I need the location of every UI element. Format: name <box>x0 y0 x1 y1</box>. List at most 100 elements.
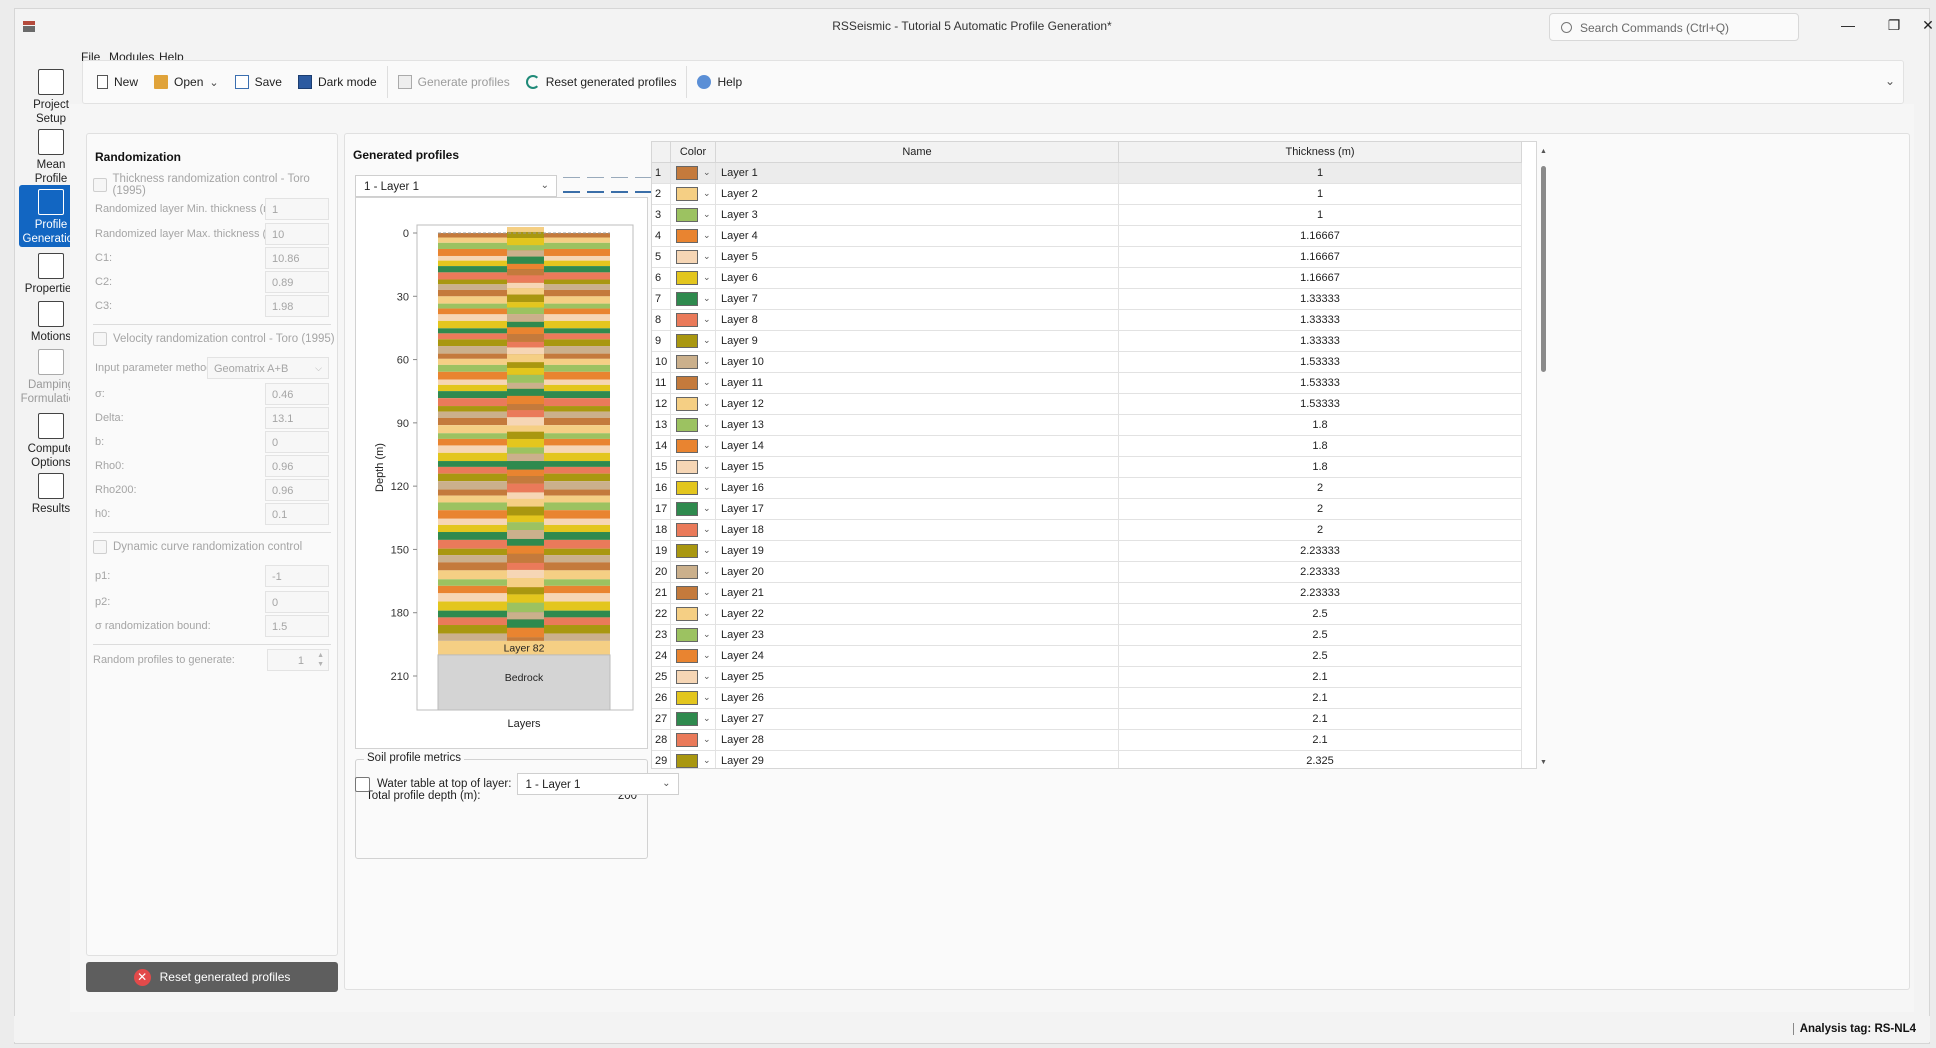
move-layer-icon[interactable] <box>587 177 604 193</box>
layer-name-cell[interactable]: Layer 14 <box>716 436 1119 457</box>
c2-input[interactable]: 0.89 <box>265 271 329 293</box>
layer-name-cell[interactable]: Layer 15 <box>716 457 1119 478</box>
layer-name-cell[interactable]: Layer 6 <box>716 268 1119 289</box>
p2-input[interactable]: 0 <box>265 591 329 613</box>
delete-layer-icon[interactable] <box>611 177 628 193</box>
reset-generated-profiles-panel-button[interactable]: ✕ Reset generated profiles <box>86 962 338 992</box>
header-thickness[interactable]: Thickness (m) <box>1119 142 1522 163</box>
profile-layer-select[interactable]: 1 - Layer 1 ⌄ <box>355 175 557 197</box>
color-cell[interactable]: ⌄ <box>671 709 716 730</box>
thickness-cell[interactable]: 1.8 <box>1119 436 1522 457</box>
color-cell[interactable]: ⌄ <box>671 667 716 688</box>
table-row[interactable]: 24 ⌄ Layer 24 2.5 <box>652 646 1522 667</box>
layer-name-cell[interactable]: Layer 8 <box>716 310 1119 331</box>
layer-name-cell[interactable]: Layer 23 <box>716 625 1119 646</box>
table-row[interactable]: 6 ⌄ Layer 6 1.16667 <box>652 268 1522 289</box>
thickness-cell[interactable]: 1.33333 <box>1119 310 1522 331</box>
table-row[interactable]: 11 ⌄ Layer 11 1.53333 <box>652 373 1522 394</box>
delta-input[interactable]: 13.1 <box>265 407 329 429</box>
layer-name-cell[interactable]: Layer 3 <box>716 205 1119 226</box>
thickness-cell[interactable]: 2.1 <box>1119 667 1522 688</box>
layer-name-cell[interactable]: Layer 29 <box>716 751 1119 768</box>
dark-mode-button[interactable]: Dark mode <box>290 66 385 98</box>
layer-name-cell[interactable]: Layer 2 <box>716 184 1119 205</box>
restore-button[interactable]: ❐ <box>1887 16 1901 33</box>
color-cell[interactable]: ⌄ <box>671 226 716 247</box>
color-cell[interactable]: ⌄ <box>671 520 716 541</box>
dynamic-curve-randomization-checkbox[interactable]: Dynamic curve randomization control <box>93 540 302 554</box>
color-cell[interactable]: ⌄ <box>671 604 716 625</box>
minimize-button[interactable]: — <box>1841 17 1855 33</box>
thickness-cell[interactable]: 1.16667 <box>1119 268 1522 289</box>
thickness-cell[interactable]: 2.1 <box>1119 730 1522 751</box>
stepper-down-icon[interactable]: ▼ <box>317 661 324 668</box>
nav-mean-profile[interactable]: Mean Profile <box>19 125 83 185</box>
table-row[interactable]: 13 ⌄ Layer 13 1.8 <box>652 415 1522 436</box>
layer-name-cell[interactable]: Layer 22 <box>716 604 1119 625</box>
layer-name-cell[interactable]: Layer 24 <box>716 646 1119 667</box>
layer-name-cell[interactable]: Layer 9 <box>716 331 1119 352</box>
max-thickness-input[interactable]: 10 <box>265 223 329 245</box>
open-button[interactable]: Open ⌄ <box>146 66 227 98</box>
thickness-cell[interactable]: 1.33333 <box>1119 289 1522 310</box>
table-row[interactable]: 5 ⌄ Layer 5 1.16667 <box>652 247 1522 268</box>
table-row[interactable]: 8 ⌄ Layer 8 1.33333 <box>652 310 1522 331</box>
table-row[interactable]: 25 ⌄ Layer 25 2.1 <box>652 667 1522 688</box>
thickness-cell[interactable]: 2.5 <box>1119 604 1522 625</box>
thickness-cell[interactable]: 1 <box>1119 205 1522 226</box>
table-row[interactable]: 9 ⌄ Layer 9 1.33333 <box>652 331 1522 352</box>
water-table-checkbox[interactable] <box>355 776 370 792</box>
table-row[interactable]: 15 ⌄ Layer 15 1.8 <box>652 457 1522 478</box>
layer-name-cell[interactable]: Layer 11 <box>716 373 1119 394</box>
close-window-button[interactable]: ✕ <box>1922 16 1934 33</box>
color-cell[interactable]: ⌄ <box>671 625 716 646</box>
thickness-cell[interactable]: 1.53333 <box>1119 352 1522 373</box>
input-method-select[interactable]: Geomatrix A+B ⌵ <box>207 357 329 379</box>
sigma-input[interactable]: 0.46 <box>265 383 329 405</box>
nav-motions[interactable]: Motions <box>19 297 83 343</box>
color-cell[interactable]: ⌄ <box>671 436 716 457</box>
water-table-layer-select[interactable]: 1 - Layer 1 ⌄ <box>517 773 680 795</box>
thickness-cell[interactable]: 2.1 <box>1119 688 1522 709</box>
thickness-cell[interactable]: 2.23333 <box>1119 562 1522 583</box>
color-cell[interactable]: ⌄ <box>671 184 716 205</box>
color-cell[interactable]: ⌄ <box>671 457 716 478</box>
thickness-cell[interactable]: 1 <box>1119 184 1522 205</box>
layer-name-cell[interactable]: Layer 26 <box>716 688 1119 709</box>
table-row[interactable]: 20 ⌄ Layer 20 2.23333 <box>652 562 1522 583</box>
reset-generated-profiles-button[interactable]: Reset generated profiles <box>518 66 685 98</box>
table-row[interactable]: 10 ⌄ Layer 10 1.53333 <box>652 352 1522 373</box>
color-cell[interactable]: ⌄ <box>671 373 716 394</box>
table-row[interactable]: 21 ⌄ Layer 21 2.23333 <box>652 583 1522 604</box>
layer-name-cell[interactable]: Layer 16 <box>716 478 1119 499</box>
color-cell[interactable]: ⌄ <box>671 730 716 751</box>
min-thickness-input[interactable]: 1 <box>265 198 329 220</box>
table-row[interactable]: 28 ⌄ Layer 28 2.1 <box>652 730 1522 751</box>
color-cell[interactable]: ⌄ <box>671 289 716 310</box>
layer-name-cell[interactable]: Layer 20 <box>716 562 1119 583</box>
thickness-cell[interactable]: 1.8 <box>1119 457 1522 478</box>
layer-name-cell[interactable]: Layer 27 <box>716 709 1119 730</box>
rho200-input[interactable]: 0.96 <box>265 479 329 501</box>
thickness-randomization-checkbox[interactable]: Thickness randomization control - Toro (… <box>93 173 337 197</box>
thickness-cell[interactable]: 2 <box>1119 520 1522 541</box>
color-cell[interactable]: ⌄ <box>671 415 716 436</box>
color-cell[interactable]: ⌄ <box>671 751 716 768</box>
layer-name-cell[interactable]: Layer 7 <box>716 289 1119 310</box>
sigma-bound-input[interactable]: 1.5 <box>265 615 329 637</box>
color-cell[interactable]: ⌄ <box>671 205 716 226</box>
color-cell[interactable]: ⌄ <box>671 583 716 604</box>
table-row[interactable]: 23 ⌄ Layer 23 2.5 <box>652 625 1522 646</box>
thickness-cell[interactable]: 1.16667 <box>1119 247 1522 268</box>
layer-name-cell[interactable]: Layer 1 <box>716 163 1119 184</box>
b-input[interactable]: 0 <box>265 431 329 453</box>
thickness-cell[interactable]: 2.23333 <box>1119 541 1522 562</box>
layer-name-cell[interactable]: Layer 5 <box>716 247 1119 268</box>
search-commands-input[interactable]: Search Commands (Ctrl+Q) <box>1549 13 1799 41</box>
color-cell[interactable]: ⌄ <box>671 163 716 184</box>
nav-compute-options[interactable]: Compute Options <box>19 409 83 469</box>
layer-name-cell[interactable]: Layer 19 <box>716 541 1119 562</box>
